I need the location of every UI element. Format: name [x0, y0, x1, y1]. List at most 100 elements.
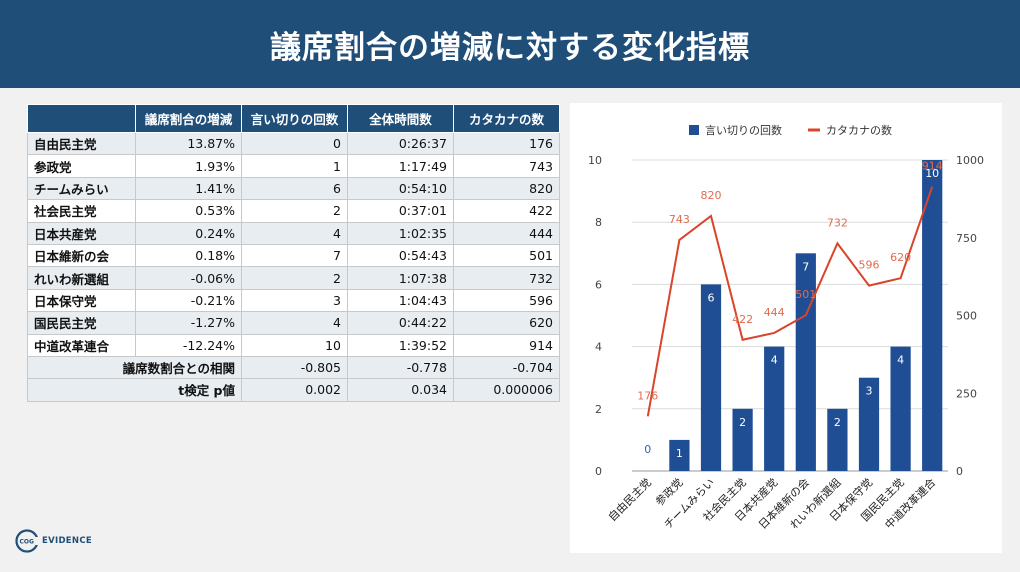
katakana-cell: 176: [453, 131, 560, 156]
assertions-cell: 4: [241, 221, 348, 245]
left-axis-tick-label: 0: [595, 465, 602, 478]
table-row: 社会民主党 0.53% 2 0:37:01 422: [27, 199, 560, 223]
total-time-cell: 1:39:52: [347, 333, 454, 357]
party-name: 参政党: [27, 154, 136, 178]
p-value-total-time: 0.034: [347, 378, 454, 402]
left-axis-tick-label: 2: [595, 403, 602, 416]
table-row: 国民民主党 -1.27% 4 0:44:22 620: [27, 311, 560, 335]
logo-text: EVIDENCE: [42, 536, 92, 546]
katakana-cell: 596: [453, 288, 560, 313]
correlation-katakana: -0.704: [453, 355, 560, 380]
correlation-assertions: -0.805: [241, 355, 348, 380]
line-value-label: 596: [859, 259, 880, 272]
party-name: 社会民主党: [27, 199, 136, 223]
table-row: 日本保守党 -0.21% 3 1:04:43 596: [27, 288, 560, 313]
bar-value-label: 7: [802, 260, 809, 273]
bar-value-label: 3: [866, 385, 873, 398]
p-value-katakana: 0.000006: [453, 378, 560, 402]
assertions-cell: 2: [241, 199, 348, 223]
total-time-cell: 0:54:10: [347, 176, 454, 201]
brand-logo: COG EVIDENCE: [14, 528, 92, 554]
line-value-label: 422: [732, 313, 753, 326]
assertions-cell: 4: [241, 311, 348, 335]
logo-mark-icon: COG: [15, 529, 40, 553]
column-header-total-time: 全体時間数: [347, 104, 454, 133]
table-row: チームみらい 1.41% 6 0:54:10 820: [27, 176, 560, 201]
katakana-cell: 743: [453, 154, 560, 178]
katakana-cell: 444: [453, 221, 560, 245]
assertions-cell: 10: [241, 333, 348, 357]
assertions-cell: 1: [241, 154, 348, 178]
bar-日本維新の会: [795, 253, 816, 471]
legend-label-katakana: カタカナの数: [826, 124, 892, 137]
seat-change-cell: 1.93%: [135, 154, 242, 178]
seat-change-cell: 1.41%: [135, 176, 242, 201]
total-time-cell: 1:04:43: [347, 288, 454, 313]
party-name: れいわ新選組: [27, 266, 136, 290]
total-time-cell: 1:07:38: [347, 266, 454, 290]
seat-change-cell: -0.06%: [135, 266, 242, 290]
seat-change-cell: -0.21%: [135, 288, 242, 313]
katakana-cell: 732: [453, 266, 560, 290]
seat-change-cell: 13.87%: [135, 131, 242, 156]
line-value-label: 914: [922, 160, 943, 173]
party-name: 自由民主党: [27, 131, 136, 156]
table-row: 参政党 1.93% 1 1:17:49 743: [27, 154, 560, 178]
party-name: 日本保守党: [27, 288, 136, 313]
table-row: れいわ新選組 -0.06% 2 1:07:38 732: [27, 266, 560, 290]
right-axis-tick-label: 250: [956, 387, 977, 400]
assertions-cell: 0: [241, 131, 348, 156]
right-axis-tick-label: 500: [956, 310, 977, 323]
chart-panel: 0 2 4 6 8 10 0 250 500 750 1000 0 1 6 2 4 7 2 3 4 10 176 743 82…: [570, 103, 1002, 553]
table-row: 自由民主党 13.87% 0 0:26:37 176: [27, 131, 560, 156]
bar-value-label: 4: [897, 354, 904, 367]
combo-chart: 0 2 4 6 8 10 0 250 500 750 1000 0 1 6 2 4 7 2 3 4 10 176 743 82…: [588, 124, 984, 532]
table-row: 中道改革連合 -12.24% 10 1:39:52 914: [27, 333, 560, 357]
total-time-cell: 1:17:49: [347, 154, 454, 178]
logo-prefix: COG: [20, 539, 35, 546]
party-name: チームみらい: [27, 176, 136, 201]
seat-change-cell: -12.24%: [135, 333, 242, 357]
legend-swatch-bar: [689, 125, 699, 135]
bar-れいわ新選組: [827, 408, 848, 471]
left-axis-tick-label: 8: [595, 216, 602, 229]
category-label: 自由民主党: [605, 475, 654, 524]
bar-value-label: 0: [644, 443, 651, 456]
correlation-label: 議席数割合との相関: [27, 355, 242, 380]
column-header-assertions: 言い切りの回数: [241, 104, 348, 133]
right-axis-tick-label: 1000: [956, 154, 984, 167]
bar-社会民主党: [732, 408, 753, 471]
bar-value-label: 6: [708, 291, 715, 304]
assertions-cell: 3: [241, 288, 348, 313]
line-value-label: 820: [701, 189, 722, 202]
correlation-total-time: -0.778: [347, 355, 454, 380]
line-value-label: 732: [827, 216, 848, 229]
bar-value-label: 2: [834, 416, 841, 429]
party-name: 中道改革連合: [27, 333, 136, 357]
line-value-label: 501: [795, 288, 816, 301]
table-row: 日本維新の会 0.18% 7 0:54:43 501: [27, 243, 560, 268]
katakana-cell: 620: [453, 311, 560, 335]
line-value-label: 620: [890, 251, 911, 264]
bar-日本保守党: [858, 377, 880, 471]
party-name: 日本共産党: [27, 221, 136, 245]
bar-value-label: 10: [925, 167, 939, 180]
line-series-katakana: [646, 186, 934, 417]
left-axis-tick-label: 6: [595, 278, 602, 291]
bar-日本共産党: [764, 346, 785, 471]
bar-value-label: 4: [771, 354, 778, 367]
table-row: 日本共産党 0.24% 4 1:02:35 444: [27, 221, 560, 245]
correlation-row: 議席数割合との相関 -0.805 -0.778 -0.704: [27, 355, 560, 380]
katakana-cell: 501: [453, 243, 560, 268]
title-banner: 議席割合の増減に対する変化指標: [0, 0, 1020, 88]
left-axis-tick-label: 10: [588, 154, 602, 167]
bar-value-label: 1: [676, 447, 683, 460]
p-value-label: t検定 p値: [27, 378, 242, 402]
bar-中道改革連合: [922, 160, 943, 471]
bar-国民民主党: [890, 346, 911, 471]
party-name: 日本維新の会: [27, 243, 136, 268]
assertions-cell: 6: [241, 176, 348, 201]
column-header-party: [27, 104, 136, 133]
left-axis-tick-label: 4: [595, 341, 602, 354]
seat-change-cell: -1.27%: [135, 311, 242, 335]
